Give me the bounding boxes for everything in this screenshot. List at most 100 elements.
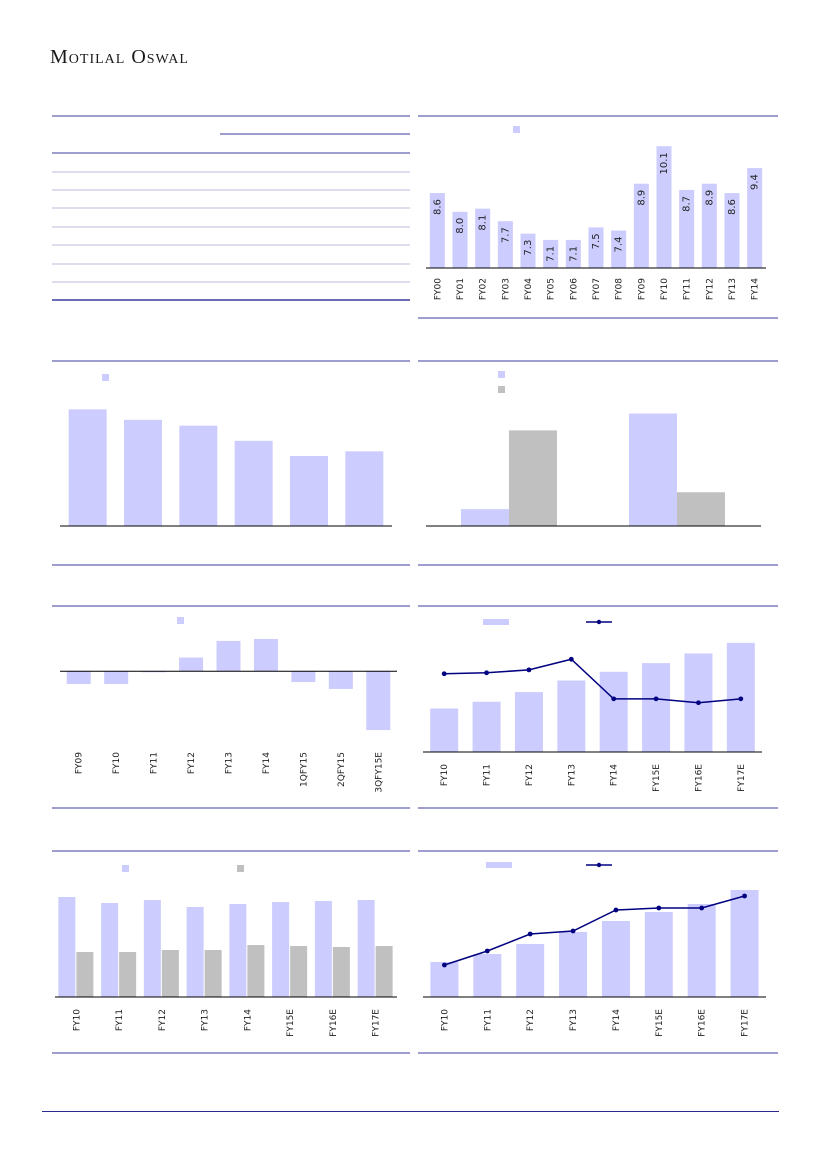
brand-logo: Motilal Oswal	[50, 46, 189, 68]
chart2-legend-swatch	[102, 374, 109, 381]
chart1-bar	[611, 230, 627, 268]
chart4-bar	[328, 671, 353, 689]
chart1-data-label: 10.1	[659, 152, 670, 174]
chart1-tick-label: FY11	[683, 278, 693, 300]
chart1-tick-label: FY12	[705, 278, 715, 300]
chart1-tick-label: FY13	[728, 278, 738, 300]
chart3-bar-series1	[629, 413, 677, 526]
chart1-bar	[543, 239, 559, 268]
table-panel	[52, 110, 410, 305]
chart7-tick-label: FY14	[612, 1009, 622, 1031]
chart4-bar	[366, 671, 391, 731]
chart1-svg: 8.6 FY00 8.0 FY01 8.1 FY02 7.7 FY03 7.3 FY04 7.1 FY…	[418, 115, 778, 319]
chart4-tick-label: FY12	[187, 752, 197, 774]
chart3-svg	[418, 360, 778, 566]
chart7-tick-label: FY15E	[655, 1009, 665, 1037]
chart1-data-label: 9.4	[750, 174, 761, 190]
chart4-legend-swatch	[177, 617, 184, 624]
chart6-bar-series1	[357, 900, 375, 997]
chart6-bar-series1	[272, 902, 290, 997]
chart6-bar-series2	[204, 950, 222, 997]
chart4-bar	[66, 671, 91, 685]
chart4-tick-label: FY14	[262, 752, 272, 774]
chart4-tick-label: FY13	[225, 752, 235, 774]
chart4-tick-label: 1QFY15	[299, 752, 309, 787]
chart6-bar-series1	[229, 904, 247, 997]
chart1-bar	[565, 239, 581, 268]
chart1-bar	[701, 183, 717, 268]
chart1-tick-label: FY03	[501, 278, 511, 300]
chart4-tick-label: 3QFY15E	[374, 752, 384, 793]
chart6-tick-label: FY15E	[286, 1009, 296, 1037]
chart1-data-label: 7.1	[546, 246, 557, 262]
chart3-bar-series1	[461, 509, 509, 526]
chart7-bar	[430, 962, 459, 997]
chart6-bar-series2	[290, 946, 308, 997]
chart2-bar	[124, 419, 162, 526]
chart6-bar-series2	[247, 945, 265, 997]
chart1-data-label: 8.9	[636, 190, 647, 206]
chart7-line	[444, 895, 745, 966]
chart7-bar	[516, 944, 545, 997]
chart7-tick-label: FY11	[483, 1009, 493, 1031]
chart1-data-label: 7.4	[614, 237, 625, 253]
chart6-bar-series1	[58, 897, 76, 997]
chart7-tick-label: FY16E	[698, 1009, 708, 1037]
chart5-tick-label: FY17E	[737, 764, 747, 792]
chart1-bar	[724, 193, 740, 268]
chart1-data-label: 7.7	[500, 227, 511, 243]
chart1-tick-label: FY10	[660, 278, 670, 300]
chart5-tick-label: FY12	[525, 764, 535, 786]
footer-rule	[42, 1111, 779, 1112]
chart4-svg: FY09 FY10 FY11 FY12 FY13 FY14 1QFY15 2QFY15 3QFY…	[52, 605, 410, 809]
chart7-tick-label: FY12	[526, 1009, 536, 1031]
chart6-bar-series2	[332, 947, 350, 997]
chart6-bar-series1	[143, 900, 161, 997]
chart1-bar	[633, 183, 649, 268]
chart5-panel: FY10 FY11 FY12 FY13 FY14 FY15E FY16E FY17E	[418, 600, 778, 812]
chart1-bar	[475, 208, 491, 268]
chart6-tick-label: FY16E	[329, 1009, 339, 1037]
chart5-svg: FY10 FY11 FY12 FY13 FY14 FY15E FY16E FY17E	[418, 605, 778, 809]
chart7-line-point	[742, 893, 747, 899]
chart2-bar	[68, 409, 107, 526]
chart5-tick-label: FY16E	[694, 764, 704, 792]
chart6-bar-series2	[76, 952, 94, 997]
chart6-tick-label: FY11	[115, 1009, 125, 1031]
chart7-svg: FY10 FY11 FY12 FY13 FY14 FY15E FY16E FY17E	[418, 850, 778, 1054]
chart1-legend-swatch	[513, 126, 520, 133]
chart1-bar	[747, 168, 763, 268]
chart5-bar	[472, 701, 501, 752]
chart5-bar	[642, 663, 671, 752]
chart7-line-point	[442, 962, 447, 968]
chart1-tick-label: FY04	[524, 278, 534, 300]
chart1-data-label: 8.9	[704, 190, 715, 206]
chart7-panel: FY10 FY11 FY12 FY13 FY14 FY15E FY16E FY17E	[418, 845, 778, 1057]
chart6-tick-label: FY12	[158, 1009, 168, 1031]
chart6-bar-series1	[314, 901, 332, 997]
chart5-legend-bar	[483, 619, 509, 625]
chart7-line-point	[527, 931, 533, 937]
chart5-line-point	[653, 696, 659, 702]
chart6-legend-swatch-1	[122, 865, 129, 872]
chart5-tick-label: FY15E	[652, 764, 662, 792]
chart7-tick-label: FY10	[440, 1009, 450, 1031]
chart4-panel: FY09 FY10 FY11 FY12 FY13 FY14 1QFY15 2QFY15 3QFY…	[52, 600, 410, 812]
chart7-bar	[473, 954, 502, 997]
chart3-bar-series2	[509, 430, 557, 526]
chart1-bar	[429, 193, 445, 268]
chart6-bar-series1	[186, 907, 204, 997]
chart1-bar	[656, 146, 672, 268]
chart5-line-point	[484, 670, 489, 676]
chart7-bar	[559, 932, 588, 997]
chart6-legend-swatch-2	[237, 865, 244, 872]
chart7-line-point	[656, 905, 662, 911]
chart3-legend-swatch-2	[498, 386, 505, 393]
table-rules	[52, 115, 410, 301]
chart1-data-label: 8.0	[455, 218, 466, 234]
chart5-line-point	[738, 696, 744, 702]
chart5-bar	[514, 692, 543, 752]
chart1-panel: 8.6 FY00 8.0 FY01 8.1 FY02 7.7 FY03 7.3 FY04 7.1 FY…	[418, 110, 778, 322]
chart1-data-label: 7.3	[523, 240, 534, 256]
chart7-bar	[644, 912, 673, 997]
